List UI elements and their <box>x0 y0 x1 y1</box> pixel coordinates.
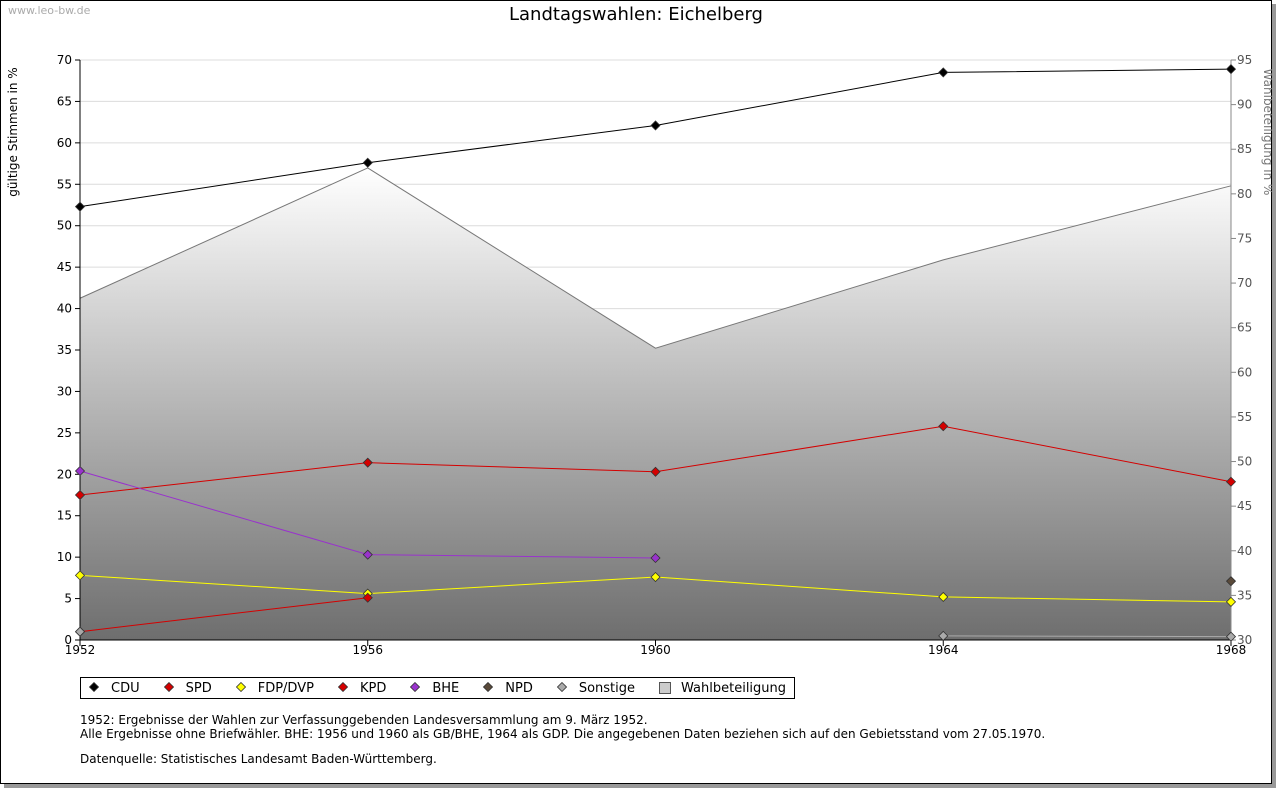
y-tick-label: 70 <box>57 53 72 67</box>
turnout-line <box>79 167 1232 349</box>
note-line-2: Alle Ergebnisse ohne Briefwähler. BHE: 1… <box>80 727 1046 741</box>
point-cdu <box>74 201 86 212</box>
point-spd <box>938 421 949 432</box>
legend-label: Wahlbeteiligung <box>681 680 787 696</box>
point-bhe <box>650 552 661 564</box>
y2-tick-label: 85 <box>1237 142 1252 156</box>
y-tick-label: 60 <box>57 136 72 150</box>
point-sonstige <box>74 626 86 637</box>
point-spd <box>1225 476 1237 487</box>
turnout-area-fill <box>80 167 1231 640</box>
legend-marker <box>234 681 248 695</box>
point-bhe <box>362 549 373 560</box>
legend-label: Sonstige <box>578 680 636 696</box>
legend-label: CDU <box>111 680 140 696</box>
legend-item-cdu: CDU <box>87 681 140 696</box>
point-sonstige <box>938 630 949 641</box>
legend-item-spd: SPD <box>162 681 212 696</box>
legend-label: NPD <box>505 680 533 696</box>
y-tick-label: 30 <box>57 384 72 398</box>
x-tick-label: 1952 <box>65 643 96 657</box>
point-cdu <box>650 120 661 131</box>
y2-tick-label: 45 <box>1237 499 1252 513</box>
chart-title: Landtagswahlen: Eichelberg <box>509 4 763 25</box>
point-spd <box>362 457 373 468</box>
y2-tick-label: 55 <box>1237 410 1252 424</box>
legend-label: FDP/DVP <box>257 680 314 696</box>
y2-tick-label: 30 <box>1237 633 1252 647</box>
x-tick-label: 1960 <box>640 643 671 657</box>
series-line-kpd <box>79 597 368 633</box>
y2-tick-label: 75 <box>1237 231 1252 245</box>
point-spd <box>650 466 661 477</box>
y2-tick-label: 65 <box>1237 321 1252 335</box>
point-npd <box>1225 576 1237 587</box>
y2-tick-label: 70 <box>1237 276 1252 290</box>
point-cdu <box>938 67 949 78</box>
y-tick-label: 15 <box>57 509 72 523</box>
notes: 1952: Ergebnisse der Wahlen zur Verfassu… <box>80 713 1045 741</box>
note-line-1: 1952: Ergebnisse der Wahlen zur Verfassu… <box>80 713 648 727</box>
legend-marker <box>87 681 101 695</box>
legend-label: SPD <box>185 680 212 696</box>
y2-axis-label: Wahlbeteiligung in % <box>1261 69 1272 196</box>
legend-label: KPD <box>359 680 387 696</box>
legend-item-npd: NPD <box>481 681 533 696</box>
point-sonstige <box>1225 631 1237 642</box>
point-cdu <box>362 157 373 168</box>
y2-tick-label: 60 <box>1237 365 1252 379</box>
legend-marker <box>555 681 569 695</box>
y-tick-label: 10 <box>57 550 72 564</box>
y-tick-label: 0 <box>64 633 72 647</box>
legend-marker <box>336 681 350 695</box>
legend-item-wahlbeteiligung: Wahlbeteiligung <box>657 681 786 696</box>
y-tick-label: 35 <box>57 343 72 357</box>
y2-tick-label: 35 <box>1237 588 1252 602</box>
y-axis-label: gültige Stimmen in % <box>6 67 20 196</box>
y-tick-label: 45 <box>57 260 72 274</box>
y-tick-label: 65 <box>57 94 72 108</box>
watermark: www.leo-bw.de <box>8 4 91 17</box>
x-tick-label: 1956 <box>352 643 383 657</box>
series-line-sonstige <box>943 635 1232 638</box>
y2-tick-label: 90 <box>1237 98 1252 112</box>
series-line-cdu <box>79 68 1232 208</box>
point-kpd <box>362 592 373 603</box>
legend-item-fdpdvp: FDP/DVP <box>234 681 314 696</box>
legend-item-kpd: KPD <box>336 681 386 696</box>
legend: CDU SPD FDP/DVP KPD BHE NPD Sonstige Wahlbeteil… <box>80 677 796 699</box>
x-tick-label: 1964 <box>928 643 959 657</box>
y2-tick-label: 40 <box>1237 544 1252 558</box>
legend-marker <box>481 681 495 695</box>
point-spd <box>74 489 86 501</box>
legend-marker <box>162 681 176 695</box>
point-cdu <box>1225 64 1237 75</box>
chart-svg: 0 5 10 15 20 25 30 35 40 45 50 55 60 65 70 30 35 40 45 50 55… <box>6 53 1272 657</box>
y-tick-label: 55 <box>57 177 72 191</box>
legend-item-bhe: BHE <box>408 681 459 696</box>
point-fdpdvp <box>74 570 86 581</box>
point-fdpdvp <box>1225 596 1237 607</box>
y-tick-label: 50 <box>57 219 72 233</box>
point-fdpdvp <box>650 571 661 583</box>
y2-tick-label: 80 <box>1237 187 1252 201</box>
legend-item-sonstige: Sonstige <box>555 681 635 696</box>
y2-tick-label: 95 <box>1237 53 1252 67</box>
x-tick-label: 1968 <box>1216 643 1247 657</box>
series <box>74 64 1237 642</box>
point-fdpdvp <box>938 591 949 602</box>
turnout-area <box>79 167 1232 640</box>
y2-tick-label: 50 <box>1237 455 1252 469</box>
legend-label: BHE <box>432 680 460 696</box>
axes: 0 5 10 15 20 25 30 35 40 45 50 55 60 65 70 30 35 40 45 50 55… <box>57 53 1253 657</box>
y-tick-label: 40 <box>57 302 72 316</box>
legend-marker <box>408 681 422 695</box>
legend-marker <box>659 682 672 694</box>
y-tick-label: 20 <box>57 467 72 481</box>
point-bhe <box>74 465 86 477</box>
y-tick-label: 5 <box>64 592 72 606</box>
y-tick-label: 25 <box>57 426 72 440</box>
source-note: Datenquelle: Statistisches Landesamt Bad… <box>80 752 437 766</box>
